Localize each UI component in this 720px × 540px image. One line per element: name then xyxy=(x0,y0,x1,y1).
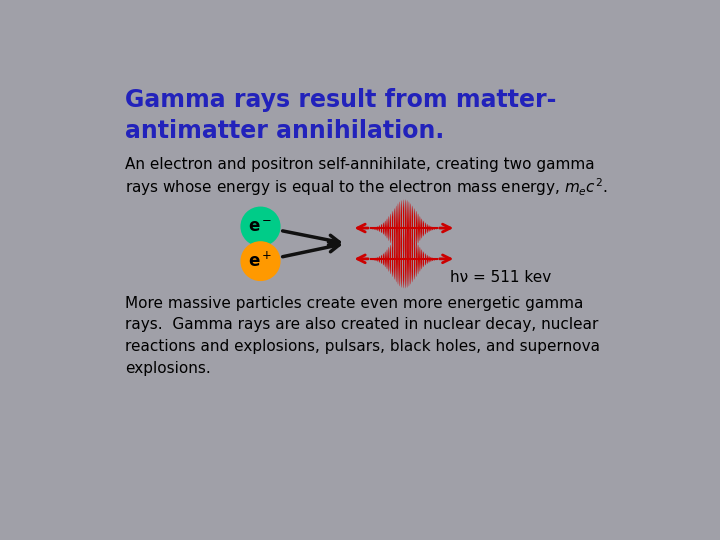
Text: e$^+$: e$^+$ xyxy=(248,252,273,271)
Circle shape xyxy=(241,207,280,246)
Text: e$^-$: e$^-$ xyxy=(248,218,273,235)
Text: Gamma rays result from matter-: Gamma rays result from matter- xyxy=(125,88,557,112)
Text: antimatter annihilation.: antimatter annihilation. xyxy=(125,119,444,143)
Text: More massive particles create even more energetic gamma
rays.  Gamma rays are al: More massive particles create even more … xyxy=(125,296,600,376)
Circle shape xyxy=(241,242,280,280)
Text: rays whose energy is equal to the electron mass energy, $m_ec^2$.: rays whose energy is equal to the electr… xyxy=(125,177,608,198)
Text: An electron and positron self-annihilate, creating two gamma: An electron and positron self-annihilate… xyxy=(125,157,595,172)
Text: hν = 511 kev: hν = 511 kev xyxy=(451,271,552,285)
